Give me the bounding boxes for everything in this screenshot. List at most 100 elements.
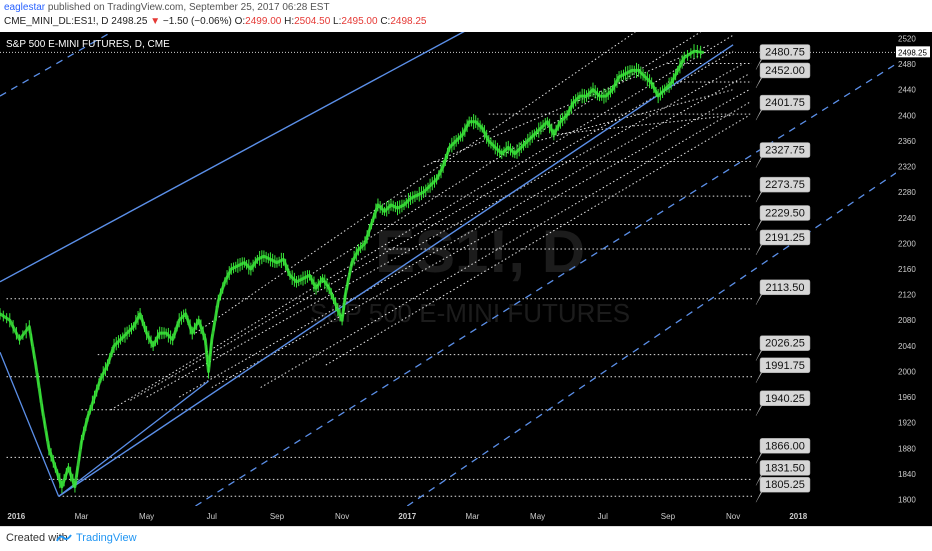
price-change: −1.50 (−0.06%) <box>162 16 232 27</box>
x-axis-bg <box>0 506 932 526</box>
x-tick-label: May <box>139 512 154 521</box>
x-tick-label: Sep <box>270 512 285 521</box>
y-tick-label: 2320 <box>898 163 916 172</box>
x-tick-label: 2018 <box>789 512 807 521</box>
y-tick-label: 2200 <box>898 239 916 248</box>
fan-line <box>178 73 750 398</box>
close-value: 2498.25 <box>390 16 427 27</box>
fan-line <box>537 89 734 142</box>
level-label-box <box>759 476 811 493</box>
y-tick-label: 2240 <box>898 214 916 223</box>
level-label-text: 2191.25 <box>765 232 805 244</box>
pivot-line <box>58 380 209 497</box>
y-axis-bg <box>896 32 932 526</box>
fan-line <box>211 89 750 388</box>
y-tick-label: 2040 <box>898 342 916 351</box>
last-price-tag <box>896 46 930 58</box>
publish-info: published on TradingView.com, September … <box>47 2 330 13</box>
fan-line <box>260 102 750 388</box>
level-label-text: 2273.75 <box>765 179 805 191</box>
channel-dashed-line <box>0 0 169 97</box>
level-label-box <box>759 176 811 193</box>
fan-line <box>423 44 711 167</box>
y-tick-label: 2080 <box>898 316 916 325</box>
y-tick-label: 1800 <box>898 496 916 505</box>
level-label-box <box>759 44 811 60</box>
level-label-box <box>759 229 811 246</box>
level-label-box <box>759 390 811 407</box>
close-label: C: <box>380 16 391 27</box>
chart-header: eaglestar published on TradingView.com, … <box>0 0 932 32</box>
level-label: 2327.75 <box>755 142 811 168</box>
level-label: 1866.00 <box>755 438 811 464</box>
open-label: O: <box>234 16 246 27</box>
fan-line <box>553 114 734 135</box>
level-label-box <box>759 94 811 111</box>
last-price: 2498.25 <box>111 16 148 27</box>
chart-title: S&P 500 E-MINI FUTURES, D, CME <box>6 39 170 50</box>
y-tick-label: 2360 <box>898 137 916 146</box>
channel-dashed-line <box>195 63 897 507</box>
level-label: 2452.00 <box>755 62 811 89</box>
y-tick-label: 2480 <box>898 60 916 69</box>
level-label-text: 1831.50 <box>765 462 805 474</box>
price-series <box>0 49 704 489</box>
x-tick-label: May <box>530 512 545 521</box>
level-label-text: 1805.25 <box>765 479 805 491</box>
level-label-box <box>759 279 811 296</box>
level-label-box <box>759 335 811 351</box>
publish-line: eaglestar published on TradingView.com, … <box>4 2 330 13</box>
price-chart[interactable]: ES1!, D S&P 500 E-MINI FUTURES 2480.75 245… <box>0 0 932 526</box>
fan-line <box>309 31 701 276</box>
x-tick-label: Nov <box>726 512 740 521</box>
last-price-tag-text: 2498.25 <box>898 48 927 57</box>
level-label: 2273.75 <box>755 176 811 203</box>
level-label-text: 1866.00 <box>765 440 805 452</box>
watermark-name: S&P 500 E-MINI FUTURES <box>310 298 630 328</box>
level-label-text: 2401.75 <box>765 97 805 109</box>
level-label: 2113.50 <box>755 279 811 305</box>
created-with-text: Created with <box>6 532 68 544</box>
level-label: 2401.75 <box>755 94 811 121</box>
x-tick-label: Sep <box>661 512 676 521</box>
fan-line <box>146 63 744 398</box>
ohlc-line: CME_MINI_DL:ES1!, D 2498.25 ▼ −1.50 (−0.… <box>4 16 426 27</box>
y-tick-label: 1960 <box>898 393 916 402</box>
y-tick-label: 2520 <box>898 34 916 43</box>
level-label: 1991.75 <box>755 357 811 383</box>
footer: Created with TradingView <box>0 526 932 551</box>
y-tick-label: 2280 <box>898 188 916 197</box>
x-tick-label: Mar <box>466 512 480 521</box>
tradingview-logo-icon <box>56 534 72 542</box>
level-label-box <box>759 357 811 374</box>
channel-solid-line <box>58 44 734 497</box>
fan-line <box>130 50 734 401</box>
low-label: L: <box>333 16 342 27</box>
x-tick-label: Mar <box>75 512 89 521</box>
level-label-box <box>759 460 811 476</box>
level-label-text: 2452.00 <box>765 65 805 77</box>
high-value: 2504.50 <box>294 16 331 27</box>
open-value: 2499.00 <box>245 16 282 27</box>
level-label-text: 1991.75 <box>765 360 805 372</box>
x-tick-label: Jul <box>207 512 217 521</box>
y-tick-label: 2440 <box>898 86 916 95</box>
y-tick-label: 2000 <box>898 367 916 376</box>
fan-line <box>110 34 734 411</box>
high-label: H: <box>284 16 295 27</box>
level-label: 2480.75 <box>755 44 811 70</box>
y-tick-label: 2160 <box>898 265 916 274</box>
low-value: 2495.00 <box>341 16 378 27</box>
y-tick-label: 2120 <box>898 291 916 300</box>
fan-line <box>195 31 636 334</box>
author-link[interactable]: eaglestar <box>4 2 46 13</box>
x-tick-label: 2016 <box>7 512 25 521</box>
level-label-box <box>759 205 811 221</box>
tradingview-brand[interactable]: TradingView <box>76 532 137 544</box>
x-tick-label: Nov <box>335 512 349 521</box>
chart-area[interactable]: ES1!, D S&P 500 E-MINI FUTURES 2480.75 245… <box>0 0 932 526</box>
watermark-symbol: ES1!, D <box>375 218 585 285</box>
level-label: 2191.25 <box>755 229 811 256</box>
level-label-box <box>759 142 811 158</box>
symbol-label: CME_MINI_DL:ES1!, D <box>4 16 109 27</box>
